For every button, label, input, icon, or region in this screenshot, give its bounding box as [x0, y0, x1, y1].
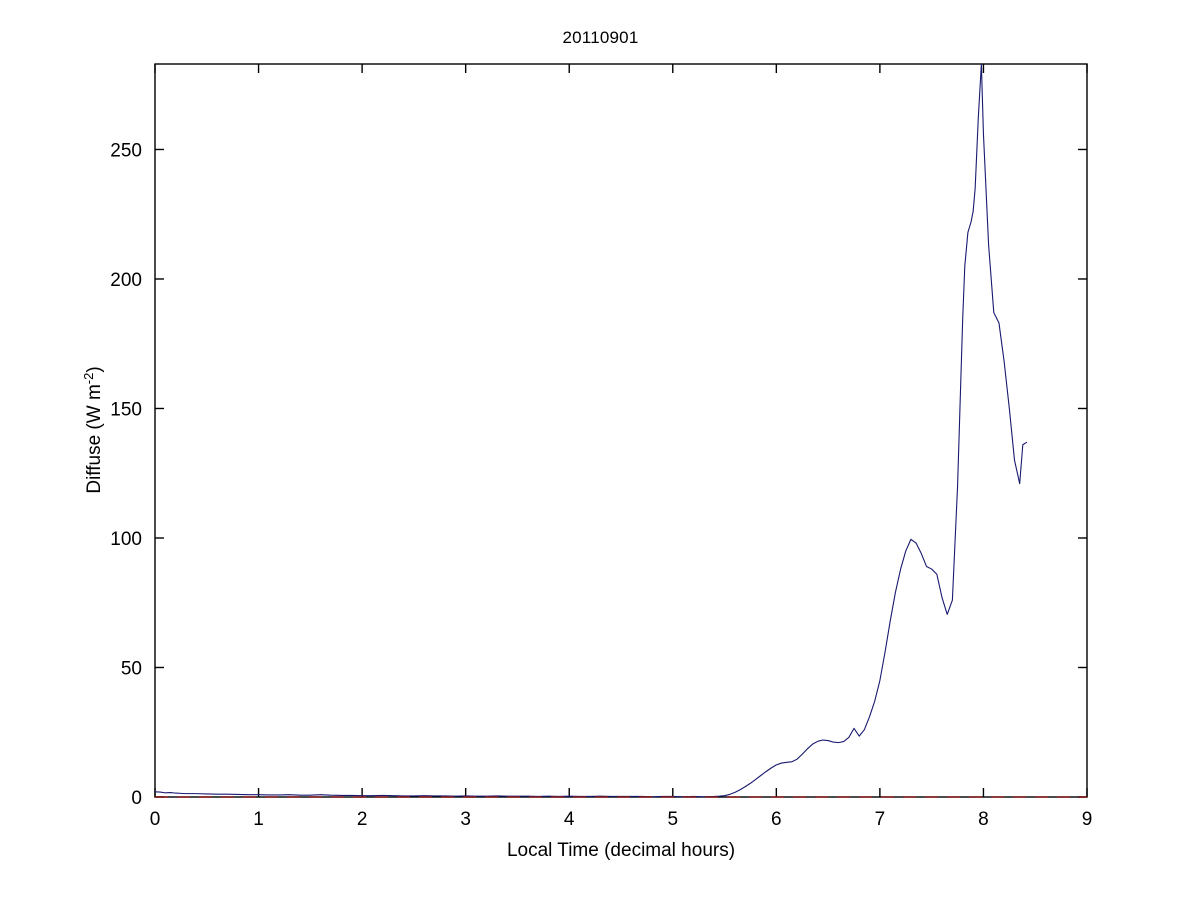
x-tick-label: 5: [667, 809, 678, 830]
data-series-group: [154, 63, 1087, 798]
y-axis-title-close: ): [84, 366, 105, 372]
x-tick-label: 1: [253, 809, 264, 830]
x-tick-label: 6: [771, 809, 782, 830]
x-tick-label: 8: [978, 809, 989, 830]
x-axis-title: Local Time (decimal hours): [507, 840, 735, 861]
x-axis-ticks: [154, 64, 1088, 797]
y-tick-label: 100: [110, 529, 142, 550]
x-tick-label: 3: [460, 809, 471, 830]
x-tick-label: 4: [564, 809, 575, 830]
svg-text:Diffuse (W m-2): Diffuse (W m-2): [81, 366, 105, 493]
y-axis-title-base: Diffuse (W m: [84, 384, 105, 493]
plot-frame-box: [154, 63, 1088, 798]
y-tick-label: 250: [110, 140, 142, 161]
x-tick-label: 7: [875, 809, 886, 830]
data-series-line: [154, 63, 1028, 798]
y-axis-tick-labels: 0 50 100 150 200 250: [110, 140, 142, 809]
x-axis-tick-labels: 0 1 2 3 4 5 6 7 8 9: [150, 809, 1093, 830]
y-axis-title: Diffuse (W m-2): [81, 366, 105, 493]
y-tick-label: 150: [110, 399, 142, 420]
x-tick-label: 0: [150, 809, 161, 830]
y-axis-title-exponent: -2: [81, 373, 96, 385]
chart-title: 20110901: [562, 28, 639, 47]
y-tick-label: 0: [131, 788, 142, 809]
x-tick-label: 2: [357, 809, 368, 830]
x-tick-label: 9: [1082, 809, 1093, 830]
y-axis-ticks: [155, 148, 1087, 798]
y-tick-label: 200: [110, 270, 142, 291]
y-tick-label: 50: [121, 658, 142, 679]
